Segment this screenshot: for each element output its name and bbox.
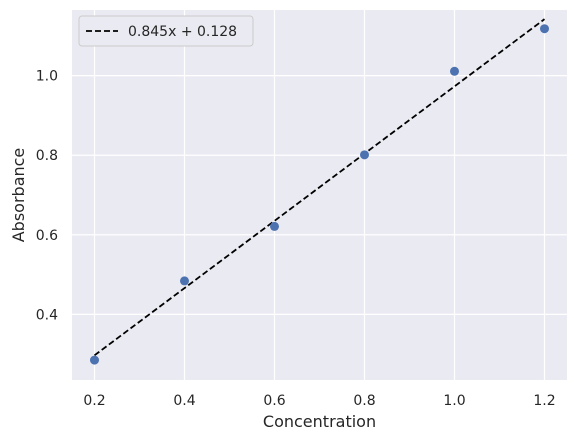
grid	[72, 10, 567, 380]
y-axis-label: Absorbance	[9, 148, 28, 243]
x-tick-label: 0.2	[83, 393, 105, 409]
legend-label-fit: 0.845x + 0.128	[128, 24, 237, 40]
legend-box	[78, 15, 254, 47]
fit-line	[93, 18, 546, 357]
x-tick-label: 0.8	[353, 393, 375, 409]
data-point	[540, 24, 549, 34]
x-axis-label: Concentration	[263, 412, 376, 431]
x-tick-label: 1.2	[533, 393, 555, 409]
data-point	[90, 355, 99, 365]
legend: 0.845x + 0.128	[78, 15, 254, 47]
data-point	[360, 150, 369, 160]
data-point	[270, 221, 279, 231]
x-tick-label: 1.0	[443, 393, 465, 409]
data-point	[180, 276, 189, 286]
y-tick-label: 0.6	[36, 228, 58, 244]
y-tick-label: 0.4	[36, 307, 58, 323]
data-point	[450, 66, 459, 76]
x-tick-label: 0.4	[173, 393, 195, 409]
y-tick-label: 0.8	[36, 148, 58, 164]
x-tick-labels: 0.2 0.4 0.6 0.8 1.0 1.2	[83, 393, 555, 409]
series	[90, 18, 549, 365]
plot-background	[72, 10, 567, 380]
y-tick-label: 1.0	[36, 69, 58, 85]
x-tick-label: 0.6	[263, 393, 285, 409]
y-tick-labels: 0.4 0.6 0.8 1.0	[36, 69, 58, 324]
